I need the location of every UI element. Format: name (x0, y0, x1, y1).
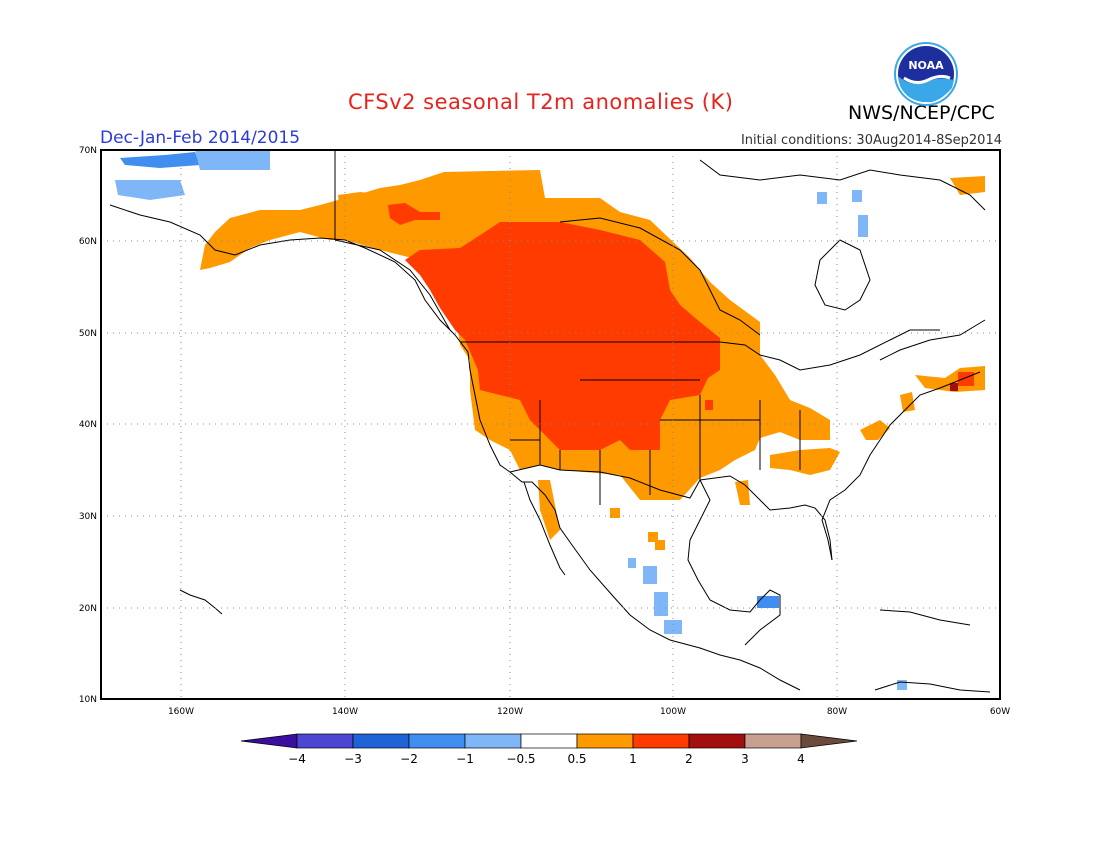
lat-label: 30N (79, 512, 97, 522)
anomaly-region-orange (655, 540, 665, 550)
anomaly-region-lightblue (664, 620, 682, 634)
lat-label: 40N (79, 420, 97, 430)
anomaly-region-lightblue (817, 192, 827, 204)
anomaly-region-red (388, 203, 440, 225)
season-label: Dec-Jan-Feb 2014/2015 (100, 128, 301, 148)
colorbar-segment (744, 733, 802, 749)
colorbar-arrow-left (240, 733, 298, 749)
anomaly-region-red (405, 222, 720, 450)
colorbar (240, 733, 858, 749)
colorbar-segment (520, 733, 578, 749)
agency-label: NWS/NCEP/CPC (848, 102, 995, 124)
colorbar-label: −2 (400, 752, 418, 766)
colorbar-label: 0.5 (567, 752, 586, 766)
colorbar-segment (464, 733, 522, 749)
lon-label: 80W (827, 707, 847, 717)
colorbar-segment (576, 733, 634, 749)
anomaly-region-orange (538, 480, 560, 540)
anomaly-region-red (958, 372, 974, 386)
anomaly-region-orange (860, 420, 890, 440)
anomaly-region-red (705, 400, 713, 410)
colorbar-arrow-right (800, 733, 858, 749)
anomaly-region-lightblue (852, 190, 862, 202)
lon-label: 160W (168, 707, 194, 717)
anomaly-region-lightblue (115, 180, 185, 200)
colorbar-label: 2 (685, 752, 693, 766)
map-frame (100, 149, 1001, 700)
anomaly-region-orange (648, 532, 658, 542)
colorbar-segment (632, 733, 690, 749)
colorbar-segment (352, 733, 410, 749)
colorbar-label: −3 (344, 752, 362, 766)
lon-label: 100W (660, 707, 686, 717)
map-title: CFSv2 seasonal T2m anomalies (K) (348, 90, 734, 114)
lat-label: 10N (79, 695, 97, 705)
anomaly-region-lightblue (897, 680, 907, 690)
longitude-labels: 160W 140W 120W 100W 80W 60W (168, 707, 1010, 717)
colorbar-label: −1 (456, 752, 474, 766)
lon-label: 140W (332, 707, 358, 717)
colorbar-label: −0.5 (506, 752, 535, 766)
coastlines (109, 150, 991, 693)
lat-label: 20N (79, 604, 97, 614)
colorbar-label: 4 (797, 752, 805, 766)
anomaly-region-orange (950, 176, 985, 195)
noaa-logo-text: NOAA (908, 59, 944, 72)
colorbar-label: 1 (629, 752, 637, 766)
anomaly-region-orange (338, 192, 392, 218)
anomaly-region-orange (770, 448, 840, 475)
anomaly-region-lightblue (858, 215, 868, 237)
anomaly-region-lightblue (628, 558, 636, 568)
latitude-labels: 70N 60N 50N 40N 30N 20N 10N (79, 146, 97, 705)
initial-conditions-label: Initial conditions: 30Aug2014-8Sep2014 (740, 133, 1002, 148)
colorbar-segment (296, 733, 354, 749)
anomaly-region-blue (757, 596, 779, 608)
colorbar-label: 3 (741, 752, 749, 766)
anomaly-region-lightblue (195, 150, 270, 170)
lat-label: 50N (79, 329, 97, 339)
anomaly-region-lightblue (643, 566, 657, 584)
anomaly-region-darkred (950, 383, 958, 391)
anomaly-region-orange (900, 392, 915, 412)
colorbar-labels: −4 −3 −2 −1 −0.5 0.5 1 2 3 4 (288, 752, 805, 766)
noaa-logo-icon: NOAA (894, 42, 958, 106)
colorbar-segment (408, 733, 466, 749)
colorbar-segment (688, 733, 746, 749)
lon-label: 60W (990, 707, 1010, 717)
lon-label: 120W (497, 707, 523, 717)
anomaly-region-blue (120, 152, 200, 168)
colorbar-label: −4 (288, 752, 306, 766)
lat-label: 70N (79, 146, 97, 156)
anomaly-region-orange (610, 508, 620, 518)
lat-label: 60N (79, 237, 97, 247)
anomaly-region-lightblue (654, 592, 668, 616)
